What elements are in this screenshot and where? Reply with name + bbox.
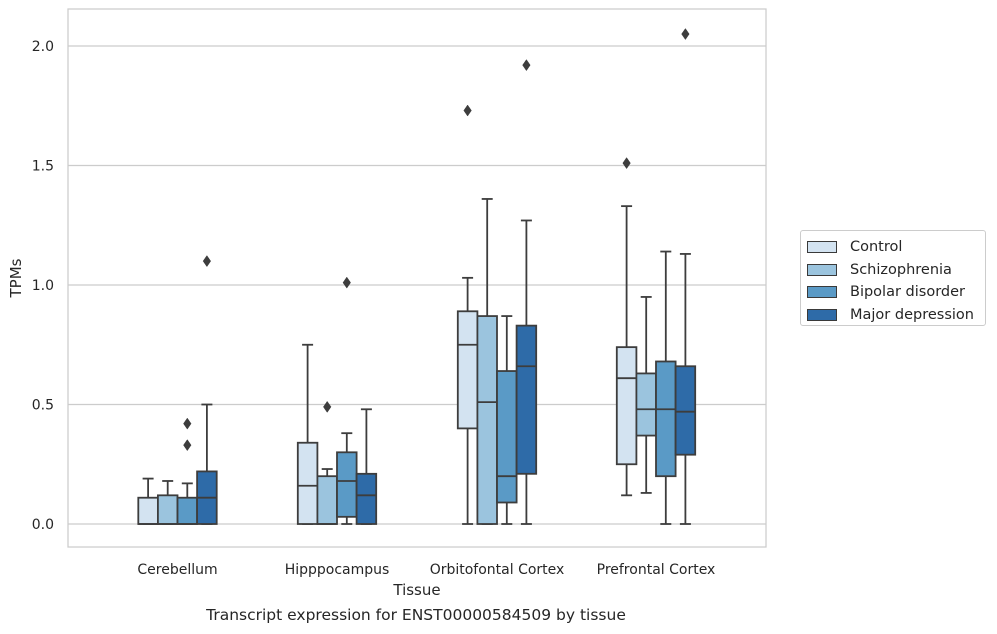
legend-swatch: [807, 263, 837, 276]
box-iqr: [476, 315, 498, 525]
outlier-point: [183, 417, 192, 430]
box-group: [456, 104, 479, 525]
box-group: [137, 477, 159, 525]
legend-item-control: Control: [807, 236, 985, 259]
box-group: [176, 417, 199, 525]
x-tick-label: Orbitofontal Cortex: [430, 562, 565, 578]
legend: Control Schizophrenia Bipolar disorder M…: [800, 230, 986, 326]
y-tick-label: 0.5: [32, 398, 54, 414]
x-tick-labels: Cerebellum Hipppocampus Orbitofontal Corte…: [137, 562, 715, 578]
y-tick-label: 1.5: [32, 159, 54, 175]
legend-swatch: [807, 308, 837, 321]
box-iqr: [655, 360, 677, 478]
figure-caption: Transcript expression for ENST0000058450…: [206, 606, 626, 624]
outlier-point: [622, 157, 631, 170]
legend-item-major-depression: Major depression: [807, 304, 985, 327]
outlier-point: [323, 400, 332, 413]
box-group: [674, 28, 697, 525]
legend-label: Bipolar disorder: [850, 284, 965, 301]
box-iqr: [296, 441, 319, 525]
legend-item-schizophrenia: Schizophrenia: [807, 259, 985, 282]
box-layer: [137, 28, 697, 525]
box-iqr: [674, 365, 697, 456]
box-group: [615, 157, 638, 497]
box-iqr: [316, 475, 338, 525]
box-group: [655, 250, 677, 525]
x-tick-label: Prefrontal Cortex: [597, 562, 716, 578]
legend-swatch: [807, 241, 837, 254]
box-group: [156, 480, 179, 525]
box-iqr: [336, 451, 358, 518]
outlier-point: [463, 104, 472, 117]
outlier-point: [183, 439, 192, 452]
box-iqr: [615, 346, 638, 466]
x-tick-label: Cerebellum: [137, 562, 217, 578]
y-tick-label: 2.0: [32, 39, 54, 55]
y-axis-label: TPMs: [7, 258, 25, 298]
outlier-point: [202, 255, 212, 268]
y-tick-labels: 0.0 0.5 1.0 1.5 2.0: [32, 39, 54, 533]
y-tick-label: 1.0: [32, 278, 54, 294]
box-iqr: [176, 496, 199, 525]
legend-label: Control: [850, 239, 903, 256]
box-iqr: [156, 494, 179, 525]
box-iqr: [355, 472, 378, 525]
box-group: [336, 276, 358, 525]
legend-label: Schizophrenia: [850, 261, 952, 278]
outlier-point: [342, 276, 351, 289]
box-iqr: [496, 370, 518, 504]
box-group: [196, 255, 218, 525]
legend-swatch: [807, 286, 837, 299]
box-group: [296, 343, 319, 525]
y-tick-label: 0.0: [32, 517, 54, 533]
box-group: [355, 408, 378, 525]
legend-item-bipolar-disorder: Bipolar disorder: [807, 281, 985, 304]
box-iqr: [515, 324, 538, 475]
outlier-point: [522, 59, 531, 72]
box-group: [496, 315, 518, 525]
plot-frame: [67, 8, 767, 548]
box-group: [316, 400, 338, 525]
box-group: [515, 59, 538, 525]
outlier-point: [681, 28, 690, 40]
x-axis-label: Tissue: [392, 581, 440, 599]
legend-label: Major depression: [850, 306, 974, 323]
box-iqr: [137, 496, 159, 525]
box-iqr: [635, 372, 657, 437]
box-group: [476, 198, 498, 525]
box-iqr: [456, 310, 479, 430]
x-tick-label: Hipppocampus: [285, 562, 390, 578]
box-group: [635, 296, 657, 494]
